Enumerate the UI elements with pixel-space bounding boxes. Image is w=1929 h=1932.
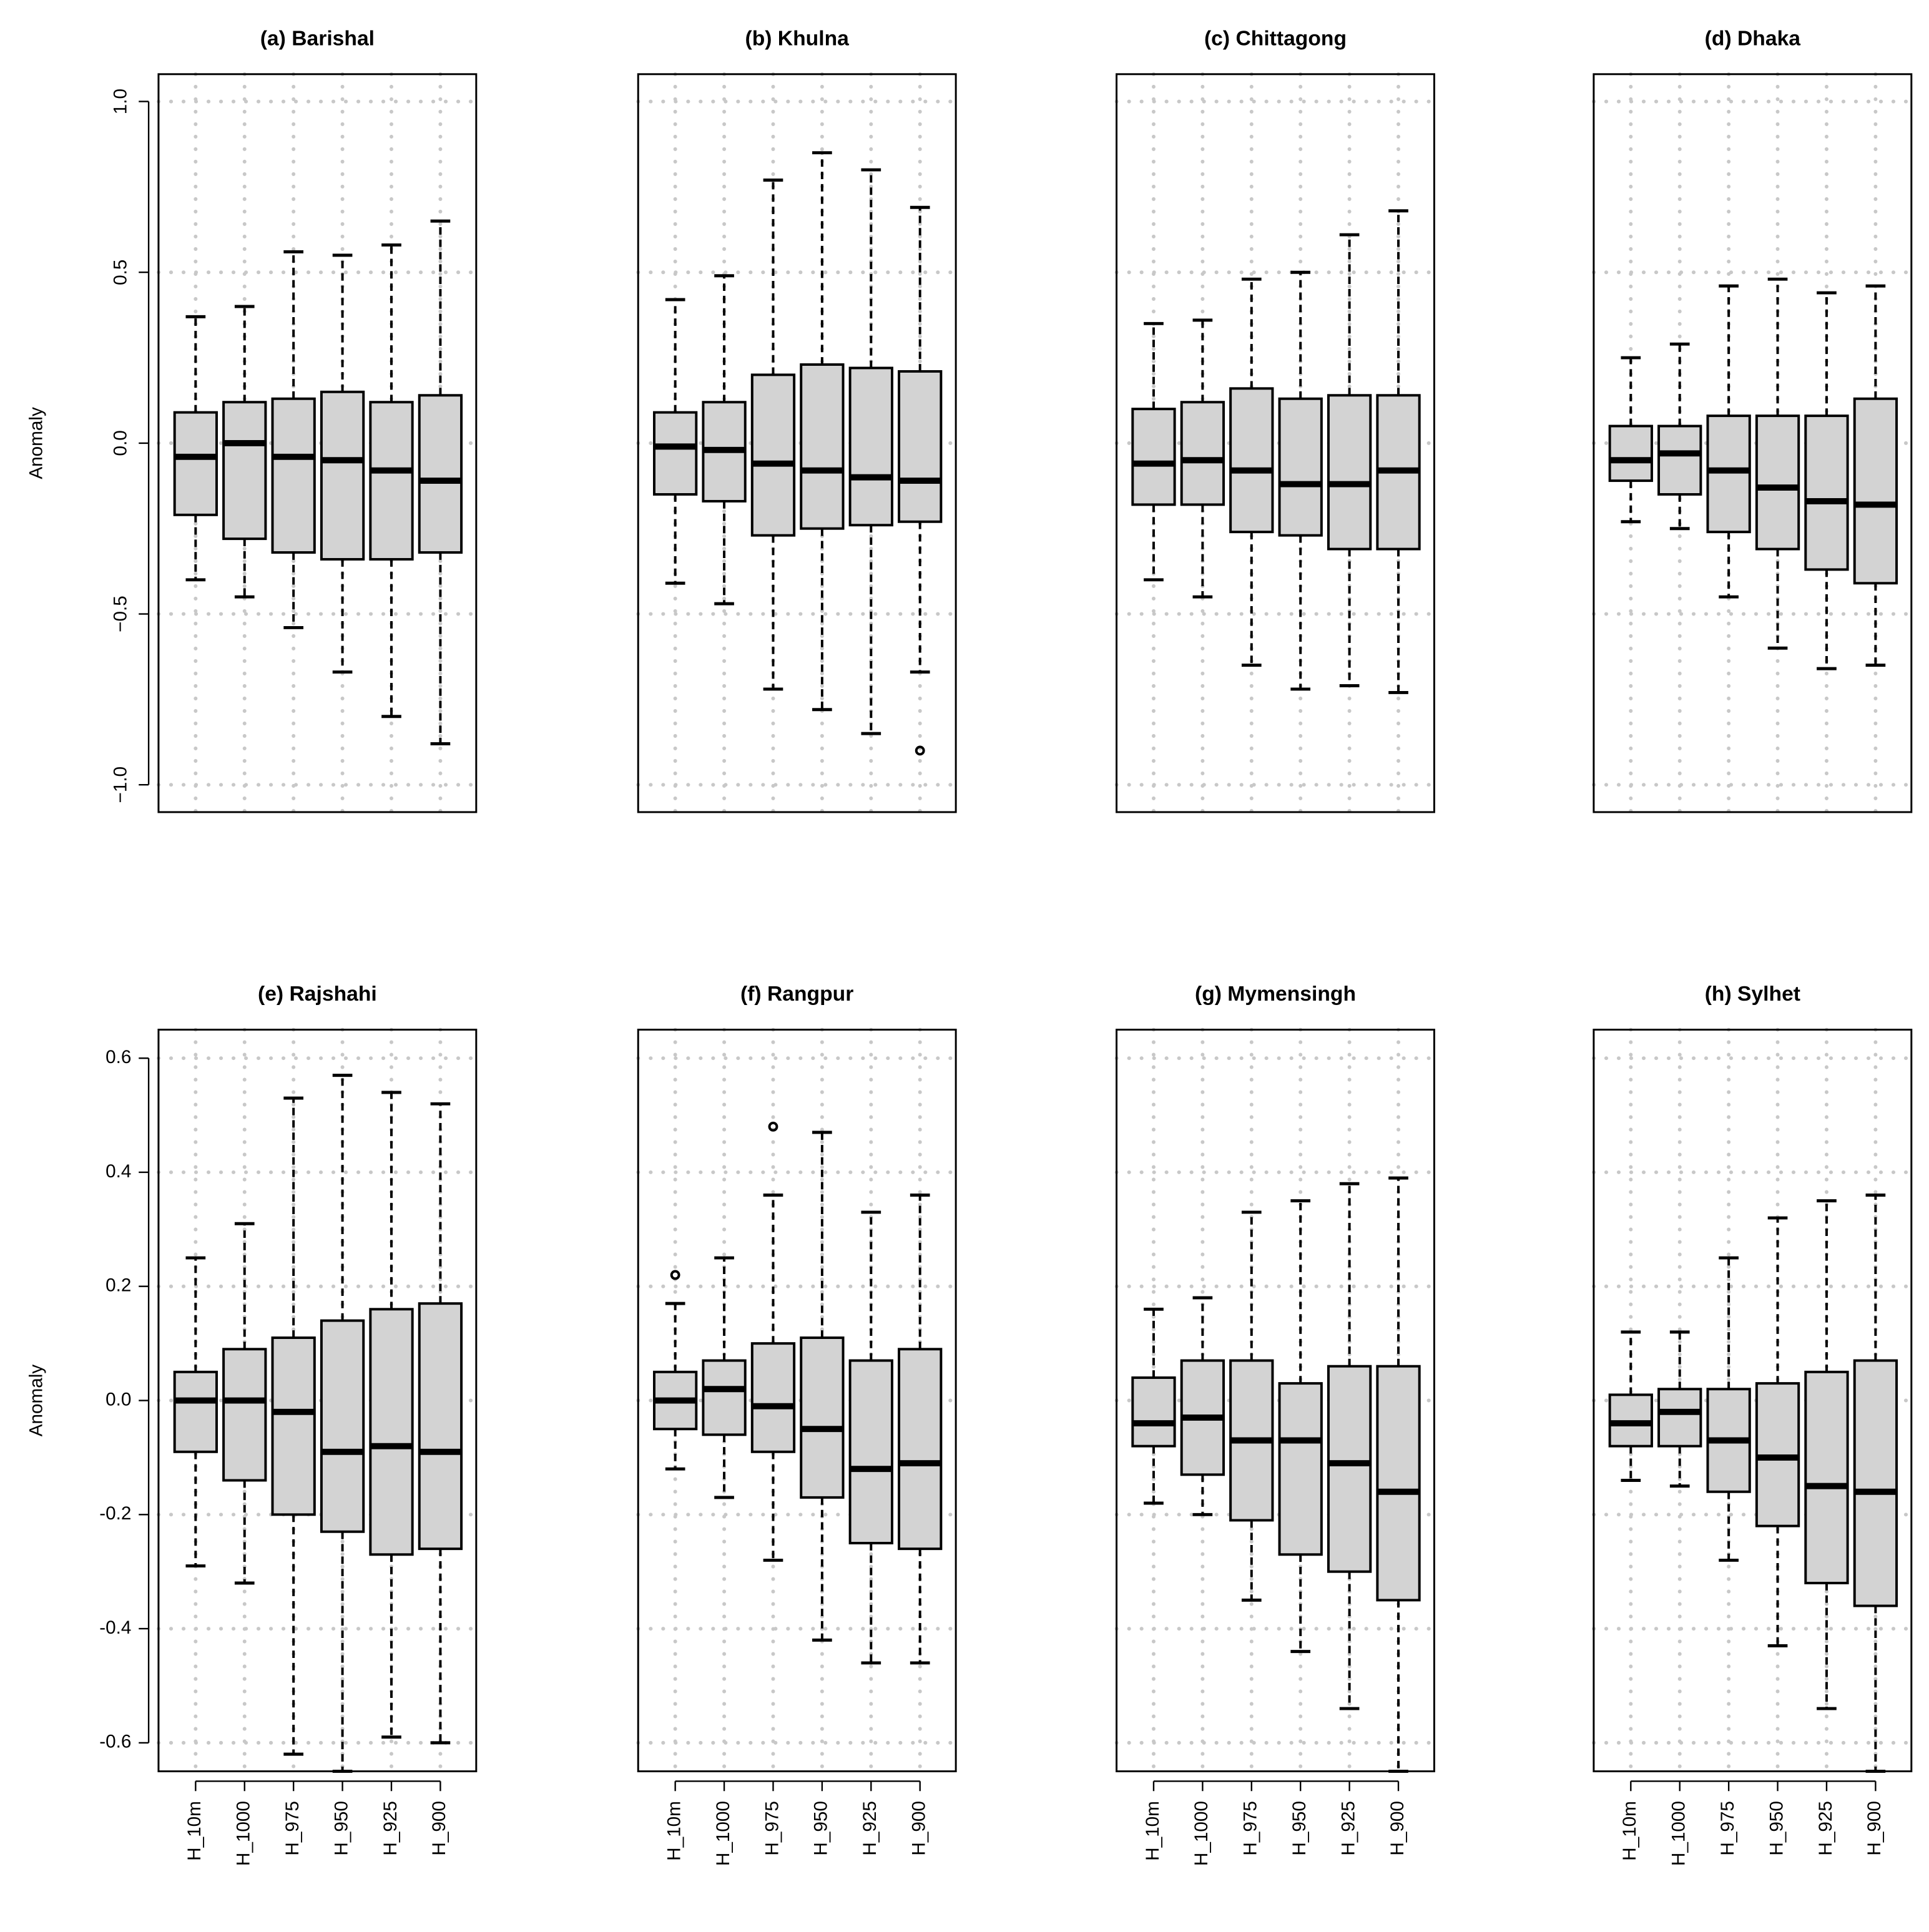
box (1327, 1365, 1372, 1573)
x-tick-label: H_925 (860, 1801, 880, 1855)
panel-title: (a) Barishal (260, 27, 375, 50)
box (1804, 414, 1849, 571)
x-tick-label: H_1000 (1191, 1801, 1212, 1866)
box (1376, 1365, 1421, 1602)
plot-frame (1116, 1028, 1435, 1773)
box (1229, 387, 1274, 534)
x-tick-label: H_925 (1338, 1801, 1358, 1855)
y-axis-label: Anomaly (26, 407, 47, 479)
y-tick-label: -0.4 (99, 1617, 131, 1638)
box (1131, 1376, 1176, 1448)
x-tick-label: H_950 (1766, 1801, 1787, 1855)
box (271, 397, 316, 554)
box (1180, 401, 1225, 506)
x-tick-label: H_975 (1717, 1801, 1738, 1855)
box (173, 411, 218, 516)
x-tick-label: H_1000 (1669, 1801, 1689, 1866)
x-tick-label: H_10m (664, 1801, 684, 1861)
x-tick-label: H_950 (331, 1801, 351, 1855)
x-tick-label: H_975 (1240, 1801, 1261, 1855)
box (320, 390, 365, 561)
box (848, 366, 893, 527)
plot-frame (637, 73, 957, 813)
plot-frame (637, 1028, 957, 1773)
y-tick-label: −1.0 (110, 767, 130, 803)
box (418, 1302, 463, 1551)
outlier (915, 745, 925, 756)
panel-title: (g) Mymensingh (1195, 983, 1356, 1006)
box (1278, 397, 1323, 537)
box (1278, 1382, 1323, 1556)
y-tick-label: 0.6 (106, 1047, 131, 1067)
y-tick-label: -0.6 (99, 1732, 131, 1752)
x-tick-label: H_900 (909, 1801, 930, 1855)
y-tick-label: 0.0 (106, 1389, 131, 1410)
plot-frame (1593, 73, 1913, 813)
x-tick-label: H_975 (762, 1801, 782, 1855)
box (898, 1348, 943, 1551)
box (1657, 1388, 1702, 1448)
box (222, 401, 267, 541)
plot-frame (1593, 1028, 1913, 1773)
x-tick-label: H_900 (1387, 1801, 1408, 1855)
x-tick-label: H_10m (184, 1801, 205, 1861)
outlier (670, 1270, 680, 1280)
box (1706, 414, 1751, 534)
x-tick-label: H_950 (811, 1801, 832, 1855)
box (848, 1359, 893, 1544)
x-tick-label: H_975 (282, 1801, 303, 1855)
box (750, 1342, 796, 1453)
outlier (768, 1121, 778, 1132)
box (898, 370, 943, 523)
x-tick-label: H_925 (380, 1801, 401, 1855)
panel-title: (e) Rajshahi (258, 983, 377, 1006)
x-tick-label: H_925 (1815, 1801, 1836, 1855)
box (369, 1308, 414, 1556)
box (173, 1370, 218, 1453)
box (1327, 394, 1372, 551)
x-tick-label: H_1000 (233, 1801, 254, 1866)
plot-frame (157, 1028, 478, 1773)
y-tick-label: 0.4 (106, 1161, 131, 1182)
x-tick-label: H_950 (1289, 1801, 1310, 1855)
box (320, 1319, 365, 1533)
box (418, 394, 463, 554)
box (1657, 424, 1702, 496)
box (702, 1359, 747, 1436)
box (800, 1336, 845, 1499)
panel-title: (f) Rangpur (740, 983, 853, 1006)
panel-title: (h) Sylhet (1705, 983, 1800, 1006)
box (652, 411, 698, 496)
panel-title: (b) Khulna (745, 27, 849, 50)
box (1804, 1370, 1849, 1584)
y-tick-label: 0.5 (110, 260, 130, 285)
y-tick-label: −0.5 (110, 596, 130, 632)
box (1853, 1359, 1898, 1607)
box (1853, 397, 1898, 585)
plot-frame (1116, 73, 1435, 813)
y-tick-label: -0.2 (99, 1503, 131, 1524)
y-tick-label: 1.0 (110, 89, 130, 114)
box (1131, 408, 1176, 506)
x-tick-label: H_10m (1142, 1801, 1163, 1861)
plot-frame (157, 73, 478, 813)
box (222, 1348, 267, 1482)
panel-title: (d) Dhaka (1705, 27, 1801, 50)
y-tick-label: 0.0 (110, 430, 130, 456)
x-tick-label: H_1000 (713, 1801, 734, 1866)
box (369, 401, 414, 561)
box (271, 1336, 316, 1516)
box (1608, 424, 1653, 483)
box (1755, 414, 1800, 551)
x-tick-label: H_10m (1619, 1801, 1640, 1861)
panel-title: (c) Chittagong (1204, 27, 1347, 50)
y-tick-label: 0.2 (106, 1275, 131, 1296)
box (750, 373, 796, 537)
y-axis-label: Anomaly (26, 1365, 47, 1437)
x-tick-label: H_900 (1864, 1801, 1885, 1855)
box (800, 363, 845, 530)
x-tick-label: H_900 (429, 1801, 449, 1855)
